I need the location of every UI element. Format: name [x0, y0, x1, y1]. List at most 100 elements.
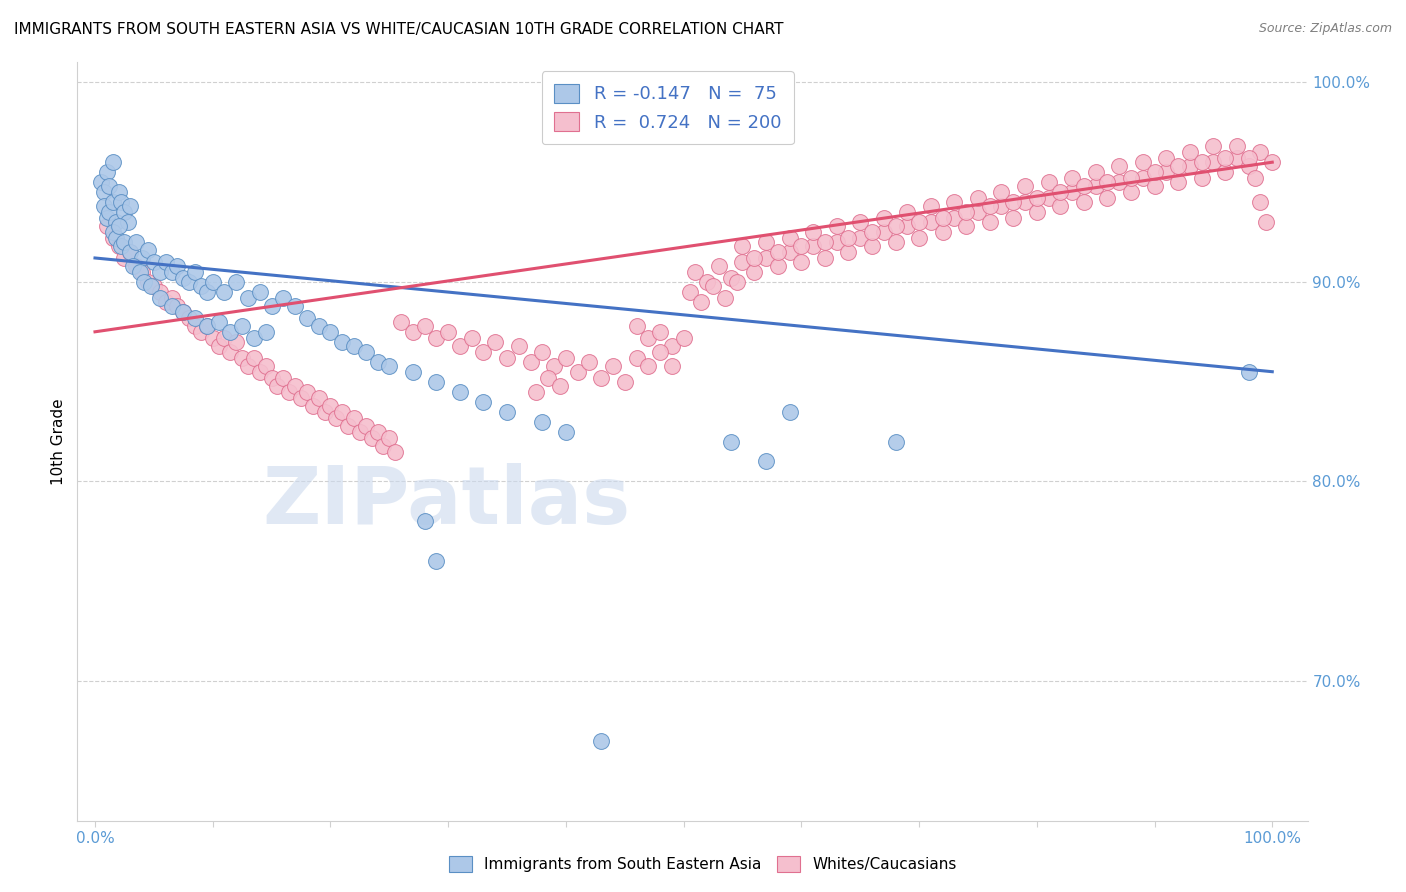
Point: [1097, 175, 1119, 189]
Point: [837, 244, 859, 259]
Point: [825, 235, 848, 249]
Point: [207, 315, 229, 329]
Point: [330, 404, 353, 418]
Point: [266, 378, 288, 392]
Point: [1038, 175, 1060, 189]
Point: [105, 231, 128, 245]
Point: [779, 244, 801, 259]
Point: [155, 294, 177, 309]
Point: [591, 370, 613, 384]
Point: [195, 318, 218, 333]
Point: [190, 325, 212, 339]
Point: [295, 310, 318, 325]
Point: [1202, 155, 1225, 169]
Point: [955, 219, 977, 233]
Point: [725, 275, 748, 289]
Point: [141, 279, 163, 293]
Point: [1108, 175, 1130, 189]
Point: [402, 365, 425, 379]
Point: [254, 325, 277, 339]
Point: [319, 399, 342, 413]
Point: [790, 239, 813, 253]
Point: [702, 279, 724, 293]
Point: [166, 259, 188, 273]
Point: [1132, 155, 1154, 169]
Point: [90, 175, 112, 189]
Point: [295, 384, 318, 399]
Point: [637, 359, 659, 373]
Point: [249, 285, 271, 299]
Point: [849, 215, 872, 229]
Point: [367, 355, 389, 369]
Point: [201, 275, 224, 289]
Point: [790, 255, 813, 269]
Point: [720, 434, 742, 449]
Point: [1084, 179, 1107, 194]
Point: [231, 318, 253, 333]
Point: [755, 235, 778, 249]
Point: [1237, 151, 1260, 165]
Point: [931, 225, 953, 239]
Point: [484, 334, 506, 349]
Point: [449, 384, 471, 399]
Point: [472, 344, 495, 359]
Point: [648, 344, 671, 359]
Point: [101, 231, 124, 245]
Point: [337, 418, 360, 433]
Point: [461, 331, 484, 345]
Point: [425, 554, 447, 568]
Point: [231, 351, 253, 365]
Point: [219, 325, 242, 339]
Point: [195, 318, 218, 333]
Point: [354, 418, 377, 433]
Point: [578, 355, 600, 369]
Point: [184, 318, 207, 333]
Point: [449, 339, 471, 353]
Point: [1250, 195, 1272, 210]
Point: [626, 351, 648, 365]
Point: [101, 155, 124, 169]
Point: [236, 359, 259, 373]
Point: [1025, 205, 1047, 219]
Point: [554, 351, 576, 365]
Point: [531, 344, 554, 359]
Point: [731, 255, 754, 269]
Point: [214, 331, 236, 345]
Point: [825, 219, 848, 233]
Point: [1226, 139, 1249, 153]
Point: [225, 334, 247, 349]
Point: [373, 438, 395, 452]
Point: [1237, 365, 1260, 379]
Point: [637, 331, 659, 345]
Point: [1178, 145, 1201, 160]
Point: [908, 231, 931, 245]
Point: [343, 339, 366, 353]
Point: [696, 275, 718, 289]
Point: [378, 359, 401, 373]
Point: [1243, 171, 1265, 186]
Point: [278, 384, 301, 399]
Point: [1025, 191, 1047, 205]
Point: [742, 265, 765, 279]
Point: [96, 165, 118, 179]
Point: [920, 215, 942, 229]
Point: [149, 285, 172, 299]
Point: [755, 251, 778, 265]
Point: [155, 255, 177, 269]
Point: [142, 279, 165, 293]
Point: [766, 259, 789, 273]
Point: [1049, 185, 1071, 199]
Point: [814, 235, 837, 249]
Point: [554, 425, 576, 439]
Point: [1261, 155, 1284, 169]
Point: [685, 265, 707, 279]
Point: [142, 255, 165, 269]
Point: [1256, 215, 1278, 229]
Point: [690, 294, 713, 309]
Point: [214, 285, 236, 299]
Point: [120, 244, 142, 259]
Point: [955, 205, 977, 219]
Point: [120, 199, 142, 213]
Point: [1073, 179, 1095, 194]
Point: [1167, 175, 1189, 189]
